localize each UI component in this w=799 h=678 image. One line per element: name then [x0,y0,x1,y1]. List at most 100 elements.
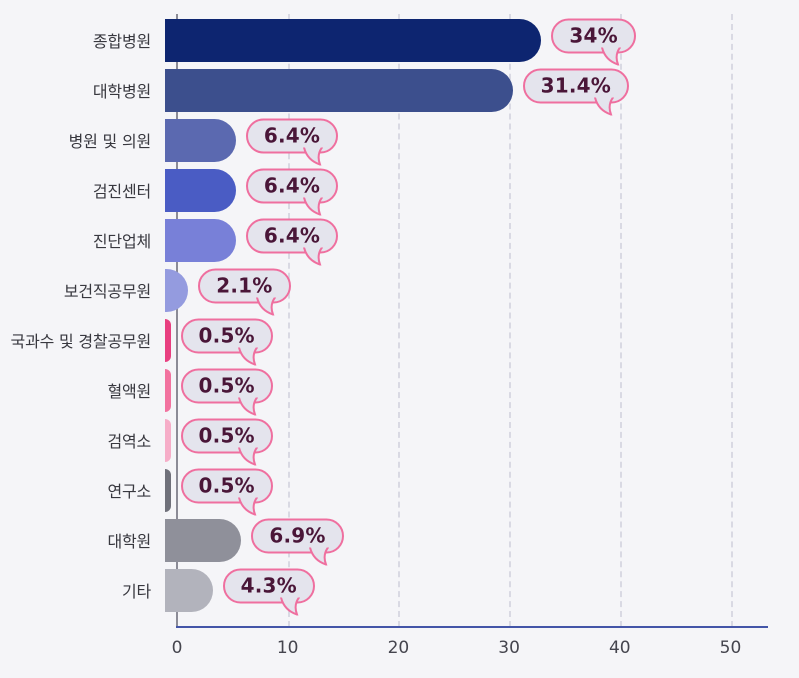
chart-row: 대학병원 31.4% [0,65,799,116]
value-label: 6.9% [269,523,326,547]
category-label: 기타 [121,582,151,601]
x-axis-line [176,626,768,628]
category-label: 종합병원 [92,32,151,51]
bar-track: 6.4% [164,165,799,216]
bubble-tail-icon [303,147,324,166]
bar-track: 0.5% [164,415,799,466]
value-bubble: 2.1% [198,268,291,316]
x-tick-label: 50 [719,638,742,658]
bubble-tail-icon [237,447,258,466]
chart-row: 혈액원 0.5% [0,365,799,416]
x-tick-label: 0 [171,638,183,658]
bar [165,118,236,162]
bar [165,468,171,512]
bubble-tail-icon [303,247,324,266]
x-tick-label: 10 [276,638,299,658]
value-label: 6.4% [263,123,321,147]
bar [165,418,171,462]
bar [165,318,171,362]
bubble-tail-icon [303,197,324,216]
bar-rows: 종합병원 34% 대학병원 31.4% 병원 및 의원 [0,15,799,616]
bar [165,268,189,312]
value-label: 0.5% [198,373,255,397]
bar-track: 31.4% [164,65,799,116]
value-bubble: 34% [551,18,636,66]
chart-row: 대학원 6.9% [0,515,799,566]
gridline-30 [509,14,512,627]
value-label: 31.4% [540,73,611,97]
value-bubble: 0.5% [180,468,273,516]
bar-track: 6.9% [164,515,799,566]
bubble-tail-icon [308,547,329,566]
value-label: 6.4% [263,173,321,197]
bar [165,368,171,412]
bar-track: 4.3% [164,565,799,616]
value-label: 0.5% [198,473,255,497]
value-bubble: 31.4% [522,68,629,116]
value-bubble: 6.9% [251,518,344,566]
bar [165,218,236,262]
category-label: 국과수 및 경찰공무원 [10,332,152,351]
bar [165,518,242,562]
x-tick-label: 40 [608,638,631,658]
chart-row: 연구소 0.5% [0,465,799,516]
bar [165,168,236,212]
y-axis-line [176,14,178,627]
value-bubble: 0.5% [180,318,273,366]
x-axis-labels: 0 10 20 30 40 50 [0,638,799,664]
category-label: 병원 및 의원 [68,132,152,151]
category-label: 보건직공무원 [63,282,151,301]
value-label: 0.5% [198,323,255,347]
bubble-tail-icon [237,497,258,516]
x-tick-label: 20 [387,638,410,658]
category-label: 진단업체 [92,232,151,251]
value-bubble: 6.4% [245,168,339,216]
gridline-50 [730,14,733,627]
value-bubble: 6.4% [245,218,339,266]
chart-row: 진단업체 6.4% [0,215,799,266]
bar [165,568,213,612]
value-label: 6.4% [263,223,321,247]
chart-row: 국과수 및 경찰공무원 0.5% [0,315,799,366]
chart-row: 종합병원 34% [0,15,799,66]
bubble-tail-icon [600,47,621,66]
category-label: 혈액원 [107,382,151,401]
bar-track: 0.5% [164,465,799,516]
bar-track: 6.4% [164,115,799,166]
value-bubble: 0.5% [180,368,273,416]
bubble-tail-icon [593,97,614,116]
chart-row: 검역소 0.5% [0,415,799,466]
value-bubble: 6.4% [245,118,339,166]
bar-track: 6.4% [164,215,799,266]
chart-row: 기타 4.3% [0,565,799,616]
bar [165,68,513,112]
gridline-10 [287,14,290,627]
value-label: 0.5% [198,423,255,447]
value-label: 34% [569,23,618,47]
category-label: 검진센터 [92,182,151,201]
value-bubble: 4.3% [222,568,315,616]
category-label: 대학원 [107,532,151,551]
gridline-20 [398,14,401,627]
category-label: 대학병원 [92,82,151,101]
value-label: 2.1% [216,273,273,297]
bubble-tail-icon [255,297,276,316]
chart-row: 병원 및 의원 6.4% [0,115,799,166]
chart-row: 검진센터 6.4% [0,165,799,216]
chart-row: 보건직공무원 2.1% [0,265,799,316]
category-label: 검역소 [107,432,151,451]
bubble-tail-icon [237,397,258,416]
bar [165,18,542,62]
bar-track: 2.1% [164,265,799,316]
value-label: 4.3% [240,573,297,597]
x-tick-label: 30 [498,638,520,658]
bubble-tail-icon [279,597,300,616]
bar-track: 0.5% [164,365,799,416]
bar-track: 0.5% [164,315,799,366]
category-label: 연구소 [107,482,151,501]
gridline-40 [619,14,622,627]
bubble-tail-icon [237,347,258,366]
bar-track: 34% [164,15,799,66]
value-bubble: 0.5% [180,418,273,466]
